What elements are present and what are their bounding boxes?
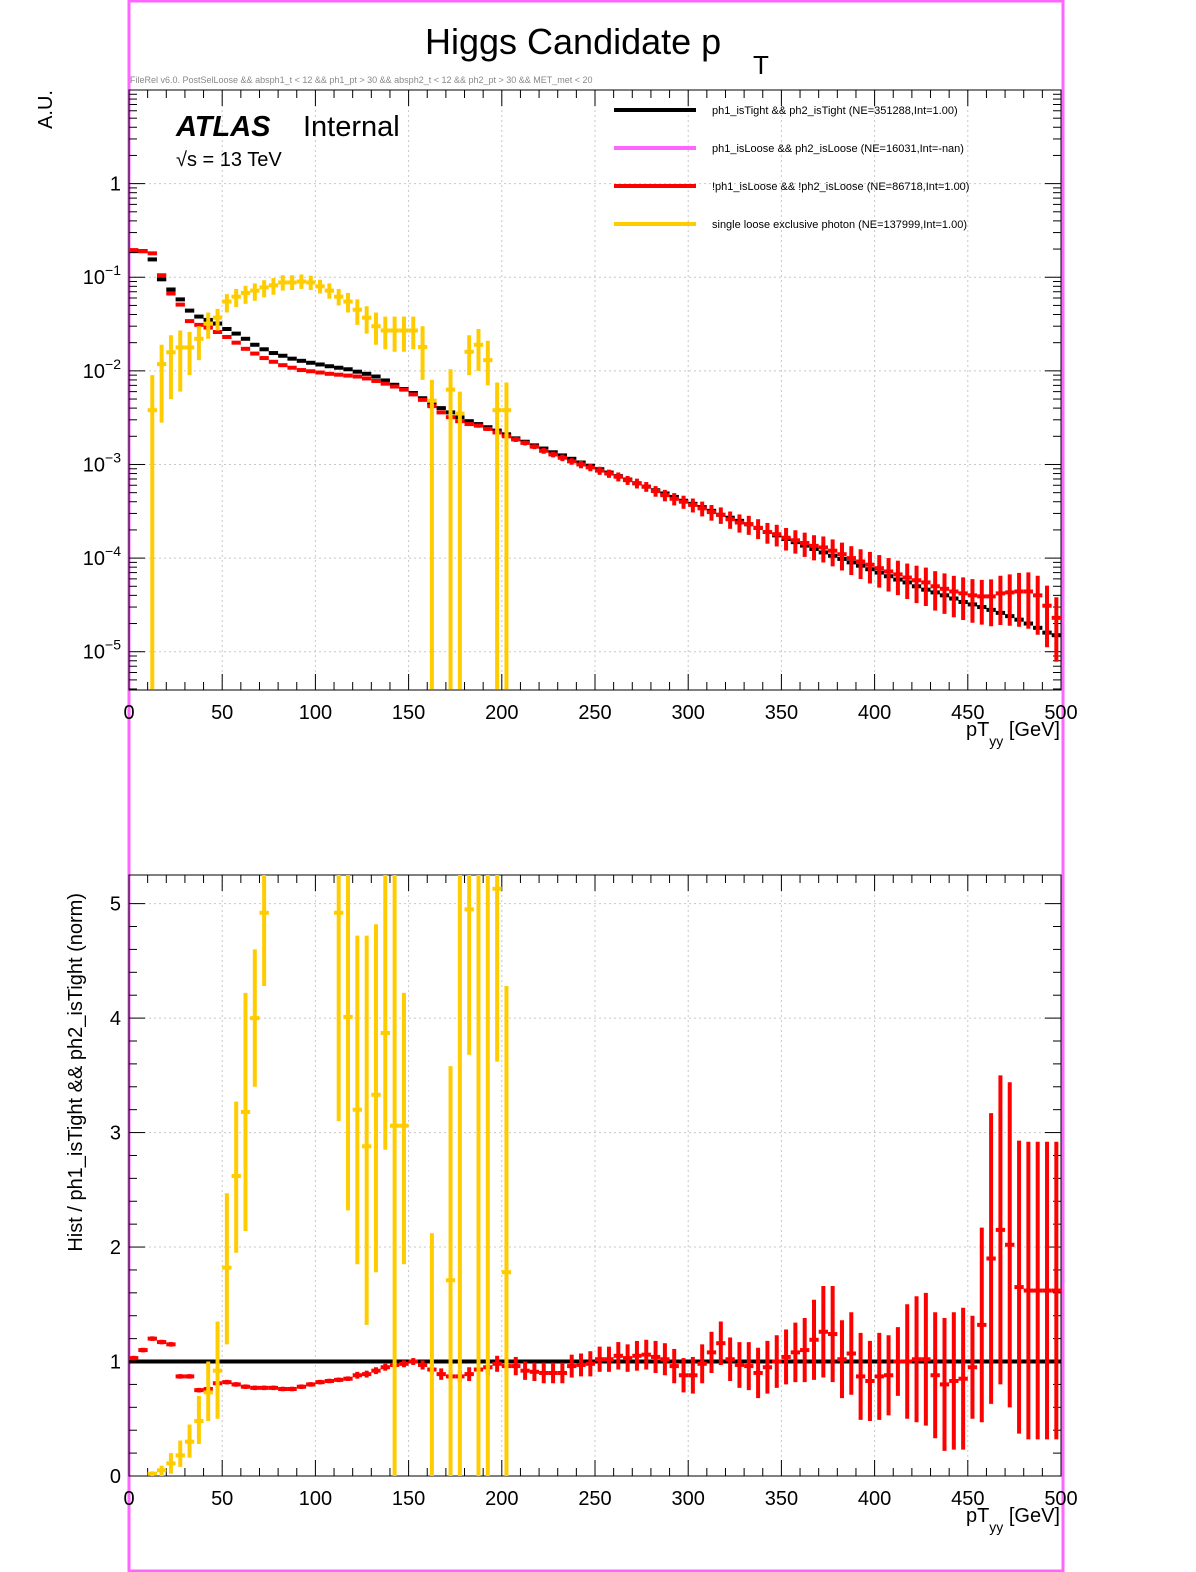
legend-entry: !ph1_isLoose && !ph2_isLoose (NE=86718,I…: [712, 181, 969, 193]
energy-label: √s = 13 TeV: [176, 149, 282, 171]
bottom-x-tick-label: 500: [1044, 1488, 1077, 1510]
top-y-tick-label: 10−3: [83, 449, 121, 476]
bottom-y-tick-label: 0: [110, 1466, 121, 1488]
selection-note: FileRel v6.0. PostSelLoose && absph1_t <…: [130, 75, 593, 85]
top-x-tick-label: 200: [485, 702, 518, 724]
bottom-x-tick-label: 300: [672, 1488, 705, 1510]
top-x-tick-label: 300: [672, 702, 705, 724]
top-y-tick-label: 1: [110, 174, 121, 196]
top-x-tick-label: 0: [123, 702, 134, 724]
bottom-x-axis-label: pTyy [GeV]: [966, 1505, 1060, 1535]
bottom-y-tick-label: 4: [110, 1008, 121, 1030]
bottom-x-tick-label: 350: [765, 1488, 798, 1510]
top-panel: 0 50 100 150 200 250 300 350 400 450 500 1 10−1 10−2 1…: [35, 89, 1078, 749]
top-x-tick-label: 400: [858, 702, 891, 724]
bottom-x-tick-label: 50: [211, 1488, 233, 1510]
top-x-tick-label: 450: [951, 702, 984, 724]
legend: ph1_isTight && ph2_isTight (NE=351288,In…: [614, 105, 969, 231]
bottom-x-tick-label: 0: [123, 1488, 134, 1510]
bottom-x-tick-label: 450: [951, 1488, 984, 1510]
legend-entry: ph1_isLoose && ph2_isLoose (NE=16031,Int…: [712, 143, 964, 155]
top-x-tick-label: 100: [299, 702, 332, 724]
bottom-y-axis-label: Hist / ph1_isTight && ph2_isTight (norm): [65, 893, 87, 1252]
bottom-data-layer: [129, 875, 1061, 1476]
top-y-tick-label: 10−5: [83, 637, 121, 664]
legend-entry: ph1_isTight && ph2_isTight (NE=351288,In…: [712, 105, 958, 117]
top-y-tick-label: 10−4: [83, 543, 121, 570]
top-x-tick-label: 150: [392, 702, 425, 724]
top-y-tick-label: 10−2: [83, 356, 121, 383]
bottom-x-tick-label: 250: [578, 1488, 611, 1510]
bottom-x-tick-label: 200: [485, 1488, 518, 1510]
bottom-y-tick-label: 5: [110, 894, 121, 916]
figure-border: [127, 0, 1065, 1572]
top-x-tick-label: 50: [211, 702, 233, 724]
bottom-y-tick-label: 2: [110, 1237, 121, 1259]
bottom-y-tick-label: 3: [110, 1123, 121, 1145]
bottom-x-tick-label: 150: [392, 1488, 425, 1510]
figure-title: Higgs Candidate p: [425, 21, 721, 62]
bottom-x-tick-label: 400: [858, 1488, 891, 1510]
top-x-axis-label: pTyy [GeV]: [966, 719, 1060, 749]
bottom-y-tick-label: 1: [110, 1352, 121, 1374]
top-x-tick-label: 250: [578, 702, 611, 724]
bottom-x-tick-label: 100: [299, 1488, 332, 1510]
top-y-axis-label: A.U.: [35, 90, 57, 129]
top-x-tick-label: 500: [1044, 702, 1077, 724]
atlas-label: ATLAS: [175, 111, 271, 143]
top-y-tick-label: 10−1: [83, 262, 121, 289]
top-data-layer: [129, 248, 1061, 689]
top-x-tick-label: 350: [765, 702, 798, 724]
bottom-panel: 0 50 100 150 200 250 300 350 400 450 500 0 1 2 3 4 5 Hist…: [65, 874, 1078, 1535]
figure-title-subscript: T: [753, 50, 769, 80]
atlas-status: Internal: [303, 111, 400, 143]
legend-entry: single loose exclusive photon (NE=137999…: [712, 219, 967, 231]
